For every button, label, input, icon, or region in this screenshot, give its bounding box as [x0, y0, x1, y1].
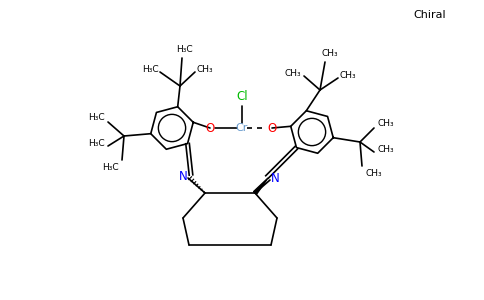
Text: CH₃: CH₃	[378, 146, 394, 154]
Text: CH₃: CH₃	[322, 50, 338, 58]
Text: CH₃: CH₃	[378, 119, 394, 128]
Text: CH₃: CH₃	[366, 169, 382, 178]
Text: H₃C: H₃C	[88, 113, 105, 122]
Text: CH₃: CH₃	[340, 71, 356, 80]
Text: N: N	[179, 170, 187, 184]
Text: CH₃: CH₃	[197, 65, 213, 74]
Text: Cl: Cl	[236, 91, 248, 103]
Text: O: O	[267, 122, 277, 134]
Text: H₃C: H₃C	[176, 46, 192, 55]
Polygon shape	[254, 178, 268, 194]
Text: Cr: Cr	[236, 123, 248, 133]
Text: Chiral: Chiral	[414, 10, 446, 20]
Text: O: O	[205, 122, 214, 134]
Text: N: N	[271, 172, 279, 185]
Text: H₃C: H₃C	[88, 140, 105, 148]
Text: CH₃: CH₃	[285, 68, 302, 77]
Text: H₃C: H₃C	[142, 65, 158, 74]
Text: H₃C: H₃C	[102, 164, 118, 172]
